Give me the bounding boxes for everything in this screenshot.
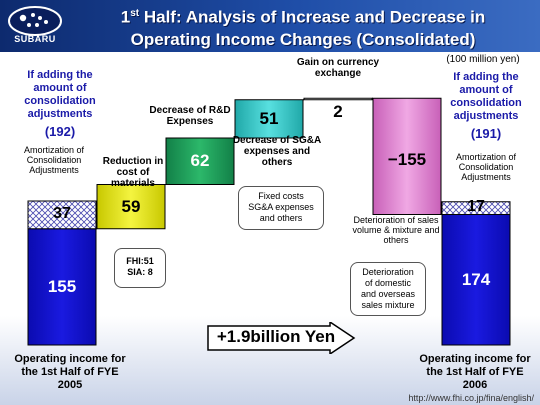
right-adjustment-value: (191) xyxy=(470,126,502,141)
label-reduction-materials: Reduction in cost of materials xyxy=(102,156,164,189)
total-change-label: +1.9billion Yen xyxy=(216,327,336,346)
bar-currency xyxy=(303,97,373,101)
callout-fhi: FHI:51 xyxy=(126,256,154,266)
callout-det-2: of domestic xyxy=(364,278,412,288)
unit-label: (100 million yen) xyxy=(446,54,520,65)
bar-end xyxy=(441,214,511,346)
footer-url: http://www.fhi.co.jp/fina/english/ xyxy=(408,393,534,403)
title-line1-post: Half: Analysis of Increase and Decrease … xyxy=(139,7,486,27)
axis-label-start: Operating income for the 1st Half of FYE… xyxy=(14,353,126,391)
label-deterioration-mix: Deterioration of sales volume & mixture … xyxy=(352,215,440,245)
value-label-sga: 51 xyxy=(259,108,279,128)
total-change-arrow-icon xyxy=(207,322,356,354)
page-title: 1st Half: Analysis of Increase and Decre… xyxy=(68,3,538,51)
value-label-start-adj: 37 xyxy=(53,204,71,222)
bar-materials xyxy=(96,184,166,230)
bar-start xyxy=(27,228,97,346)
value-label-rd: 62 xyxy=(190,151,210,171)
bar-rd xyxy=(165,137,235,185)
axis-label-end: Operating income for the 1st Half of FYE… xyxy=(419,353,531,391)
label-currency: Gain on currency exchange xyxy=(296,57,380,79)
right-amortization-label: Amortization of Consolidation Adjustment… xyxy=(455,152,517,182)
bar-deterioration xyxy=(372,97,442,215)
subaru-logo-icon xyxy=(8,6,62,36)
value-label-currency: 2 xyxy=(333,102,343,122)
callout-fixed-1: Fixed costs xyxy=(258,191,304,201)
left-adjustment-heading: If adding the amount of consolidation ad… xyxy=(24,69,96,120)
value-label-deterioration: −155 xyxy=(387,150,427,170)
label-rd-expenses: Decrease of R&D Expenses xyxy=(149,105,231,127)
callout-fhi-sia: FHI:51 SIA: 8 xyxy=(114,248,166,288)
title-sup: st xyxy=(130,8,140,19)
left-amortization-label: Amortization of Consolidation Adjustment… xyxy=(23,145,85,175)
bar-end-adjustment xyxy=(441,201,511,215)
value-label-start: 155 xyxy=(47,276,77,296)
header-banner: SUBARU 1st Half: Analysis of Increase an… xyxy=(0,0,540,52)
value-label-end-adj: 17 xyxy=(467,198,485,216)
bars-layer xyxy=(27,97,511,346)
value-label-materials: 59 xyxy=(121,196,141,216)
label-sga: Decrease of SG&A expenses and others xyxy=(232,135,322,168)
right-adjustment-heading: If adding the amount of consolidation ad… xyxy=(450,71,522,122)
bar-start-adjustment xyxy=(27,200,97,230)
logo-text: SUBARU xyxy=(14,34,56,44)
bar-sga xyxy=(234,99,304,139)
callout-fixed-costs: Fixed costs SG&A expenses and others xyxy=(238,186,324,230)
callout-det-4: sales mixture xyxy=(361,300,415,310)
callout-fixed-3: and others xyxy=(259,213,303,223)
connectors-layer xyxy=(96,97,442,230)
title-line2: Operating Income Changes (Consolidated) xyxy=(130,29,476,49)
callout-det-3: and overseas xyxy=(360,289,416,299)
title-line1-pre: 1 xyxy=(120,7,131,27)
callout-det-1: Deterioration xyxy=(362,267,414,277)
value-label-end: 174 xyxy=(461,269,491,289)
callout-deterioration-domestic: Deterioration of domestic and overseas s… xyxy=(350,262,426,316)
callout-fixed-2: SG&A expenses xyxy=(248,202,314,212)
callout-sia: SIA: 8 xyxy=(127,267,153,277)
left-adjustment-value: (192) xyxy=(44,124,76,139)
